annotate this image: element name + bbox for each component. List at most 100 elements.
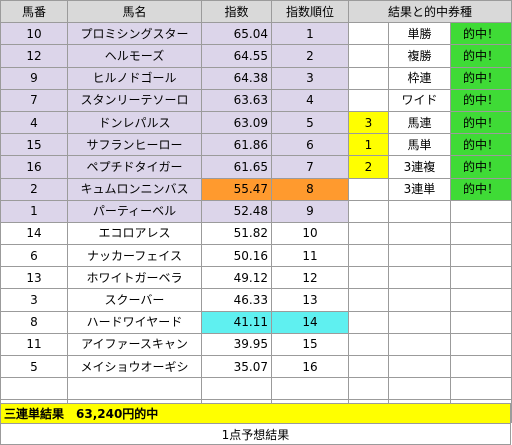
index-cell: 50.16	[201, 244, 272, 268]
header-row: 馬番 馬名 指数 指数順位 結果と的中券種	[0, 0, 512, 24]
index-cell: 51.82	[201, 221, 272, 246]
table-row: 12 ヘルモーズ 64.55 2 複勝 的中！	[0, 44, 512, 68]
horse-name-cell: ヘルモーズ	[67, 44, 202, 68]
result-order-cell	[348, 44, 389, 68]
result-order-cell	[348, 288, 389, 312]
umaban-cell: 13	[0, 266, 68, 290]
umaban-cell: 4	[0, 110, 68, 135]
rank-cell: 11	[271, 244, 349, 268]
index-cell: 63.09	[201, 110, 272, 135]
bet-type-cell: 複勝	[388, 44, 451, 68]
result-order-cell	[348, 377, 389, 401]
table-row: 9 ヒルノドゴール 64.38 3 枠連 的中！	[0, 66, 512, 90]
umaban-cell: 2	[0, 177, 68, 201]
umaban-cell: 16	[0, 155, 68, 179]
index-cell	[201, 377, 272, 401]
hit-cell	[450, 199, 512, 223]
hit-cell	[450, 266, 512, 290]
index-cell: 63.63	[201, 88, 272, 112]
hit-cell: 的中！	[450, 133, 512, 157]
table-row: 6 ナッカーフェイス 50.16 11	[0, 244, 512, 268]
header-index-rank: 指数順位	[271, 0, 349, 24]
hit-cell: 的中！	[450, 66, 512, 90]
index-cell: 46.33	[201, 288, 272, 312]
rank-cell: 7	[271, 155, 349, 179]
umaban-cell: 9	[0, 66, 68, 90]
horse-name-cell: アイファースキャン	[67, 332, 202, 357]
hit-cell: 的中！	[450, 22, 512, 46]
rank-cell: 8	[271, 177, 349, 201]
umaban-cell: 15	[0, 133, 68, 157]
index-cell: 52.48	[201, 199, 272, 223]
bet-type-cell: 単勝	[388, 22, 451, 46]
result-order-cell: 1	[348, 133, 389, 157]
hit-cell: 的中！	[450, 177, 512, 201]
umaban-cell: 1	[0, 199, 68, 223]
bet-type-cell	[388, 332, 451, 357]
bet-type-cell: 枠連	[388, 66, 451, 90]
umaban-cell: 8	[0, 310, 68, 334]
umaban-cell: 6	[0, 244, 68, 268]
index-cell: 61.65	[201, 155, 272, 179]
bet-type-cell: ワイド	[388, 88, 451, 112]
index-cell: 41.11	[201, 310, 272, 334]
table-row: 16 ペプチドタイガー 61.65 7 2 3連複 的中！	[0, 155, 512, 179]
index-cell: 64.38	[201, 66, 272, 90]
rank-cell: 4	[271, 88, 349, 112]
hit-cell	[450, 354, 512, 379]
result-order-cell	[348, 354, 389, 379]
table-row	[0, 377, 512, 401]
result-order-cell	[348, 22, 389, 46]
rank-cell: 16	[271, 354, 349, 379]
result-order-cell	[348, 177, 389, 201]
index-cell: 39.95	[201, 332, 272, 357]
horse-name-cell: スクーバー	[67, 288, 202, 312]
umaban-cell: 11	[0, 332, 68, 357]
result-order-cell	[348, 66, 389, 90]
horse-name-cell	[67, 377, 202, 401]
footer-label: 1点予想結果	[0, 424, 511, 445]
umaban-cell: 12	[0, 44, 68, 68]
table-row: 11 アイファースキャン 39.95 15	[0, 332, 512, 357]
result-order-cell: 3	[348, 110, 389, 135]
bet-type-cell: 馬単	[388, 133, 451, 157]
umaban-cell: 7	[0, 88, 68, 112]
horse-name-cell: ヒルノドゴール	[67, 66, 202, 90]
hit-cell: 的中！	[450, 110, 512, 135]
bet-type-cell	[388, 199, 451, 223]
hit-cell	[450, 377, 512, 401]
hit-cell	[450, 244, 512, 268]
umaban-cell	[0, 377, 68, 401]
header-horse-name: 馬名	[67, 0, 202, 24]
index-table: 馬番 馬名 指数 指数順位 結果と的中券種 10 プロミシングスター 65.04 1 単…	[0, 0, 512, 423]
horse-name-cell: ホワイトガーベラ	[67, 266, 202, 290]
index-cell: 35.07	[201, 354, 272, 379]
header-umaban: 馬番	[0, 0, 68, 24]
hit-cell	[450, 310, 512, 334]
table-row: 2 キュムロンニンバス 55.47 8 3連単 的中！	[0, 177, 512, 201]
horse-name-cell: パーティーベル	[67, 199, 202, 223]
bet-type-cell	[388, 377, 451, 401]
horse-name-cell: ドンレパルス	[67, 110, 202, 135]
rank-cell	[271, 377, 349, 401]
index-cell: 49.12	[201, 266, 272, 290]
horse-name-cell: プロミシングスター	[67, 22, 202, 46]
result-order-cell	[348, 199, 389, 223]
horse-name-cell: キュムロンニンバス	[67, 177, 202, 201]
result-order-cell	[348, 266, 389, 290]
table-row: 15 サフランヒーロー 61.86 6 1 馬単 的中！	[0, 133, 512, 157]
header-result: 結果と的中券種	[348, 0, 512, 24]
bet-type-cell: 馬連	[388, 110, 451, 135]
rank-cell: 6	[271, 133, 349, 157]
table-row: 7 スタンリーテソーロ 63.63 4 ワイド 的中！	[0, 88, 512, 112]
hit-cell: 的中！	[450, 44, 512, 68]
rank-cell: 13	[271, 288, 349, 312]
result-order-cell	[348, 310, 389, 334]
hit-cell	[450, 221, 512, 246]
table-row: 8 ハードワイヤード 41.11 14	[0, 310, 512, 334]
horse-name-cell: スタンリーテソーロ	[67, 88, 202, 112]
bet-type-cell	[388, 354, 451, 379]
horse-name-cell: ナッカーフェイス	[67, 244, 202, 268]
horse-name-cell: ペプチドタイガー	[67, 155, 202, 179]
bet-type-cell	[388, 244, 451, 268]
